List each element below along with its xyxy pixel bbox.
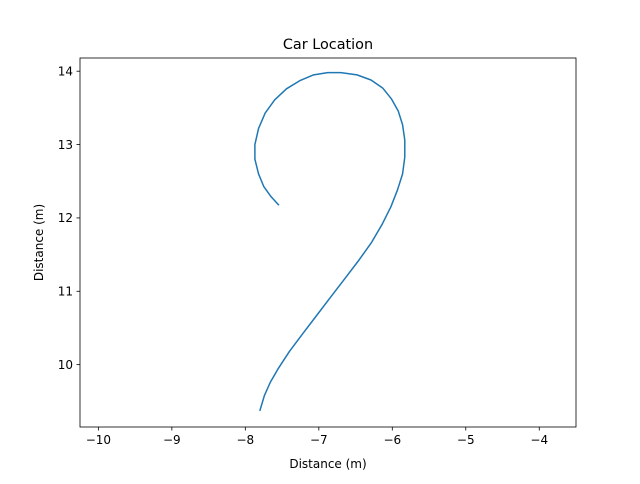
x-tick-label: −9 [163,433,181,447]
plot-area [254,71,406,412]
x-tick-label: −7 [310,433,328,447]
x-tick-label: −5 [457,433,475,447]
y-tick-label: 12 [58,211,73,225]
y-tick-label: 14 [58,65,73,79]
y-tick-label: 11 [58,285,73,299]
x-tick-label: −4 [530,433,548,447]
x-tick-label: −10 [86,433,111,447]
series-line-0 [254,71,406,412]
x-tick-label: −8 [236,433,254,447]
y-tick-label: 13 [58,138,73,152]
chart-title: Car Location [283,37,373,53]
x-axis-ticks: −10 −9 −8 −7 −6 −5 −4 [86,427,548,447]
axes-frame [79,57,577,428]
x-tick-label: −6 [383,433,401,447]
y-axis-ticks: 10 11 12 13 14 [58,65,80,372]
y-axis-label: Distance (m) [32,204,46,281]
x-axis-label: Distance (m) [289,457,366,471]
y-tick-label: 10 [58,358,73,372]
